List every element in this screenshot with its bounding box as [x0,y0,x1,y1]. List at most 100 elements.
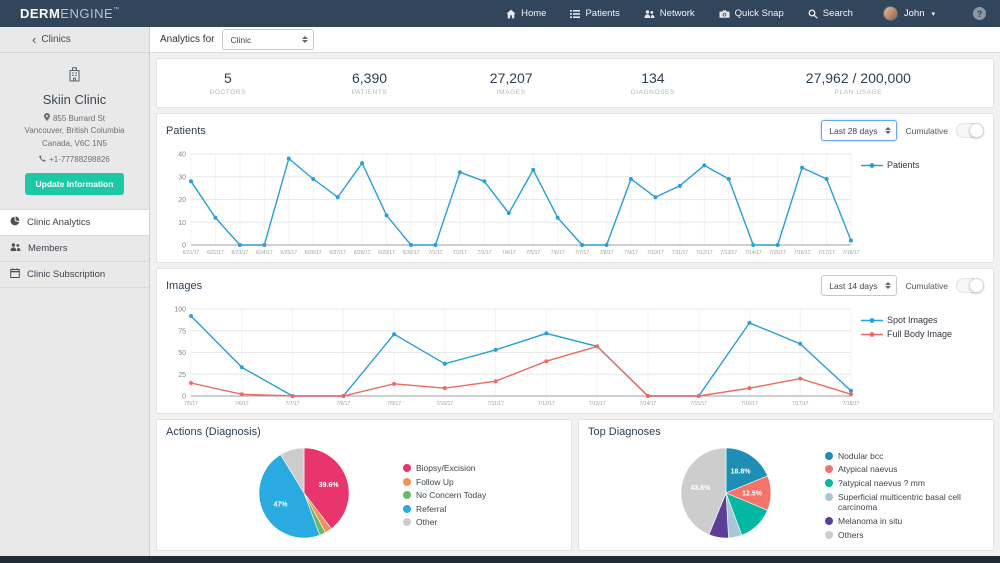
legend-item[interactable]: Melanoma in situ [825,516,993,527]
brand-logo[interactable]: DERM ENGINE ™ [20,6,120,21]
main-area: Analytics for Clinic 5 DOCTORS 6,390 PAT… [150,27,1000,563]
legend-item[interactable]: Spot Images [861,315,983,325]
pie-percent-label: 39.6% [319,482,340,489]
data-point [341,394,346,398]
home-icon [506,9,516,19]
nav-item-home[interactable]: Home [506,8,546,19]
clinic-phone: +1-77788298826 [0,155,149,164]
legend-item[interactable]: Atypical naevus [825,464,993,475]
data-point [849,238,853,243]
data-point [531,167,536,172]
quick-snap-icon [719,9,730,19]
svg-text:7/1/17: 7/1/17 [428,250,442,256]
nav-item-network[interactable]: Network [644,8,695,19]
nav-label-patients: Patients [585,8,620,19]
svg-text:6/24/17: 6/24/17 [256,250,273,256]
data-point [457,170,462,175]
sidebar-item-clinic-analytics[interactable]: Clinic Analytics [0,209,149,236]
svg-text:7/12/17: 7/12/17 [538,401,555,407]
svg-text:6/28/17: 6/28/17 [354,250,371,256]
pie-percent-label: 12.5% [742,490,763,497]
sidebar-item-clinic-subscription[interactable]: Clinic Subscription [0,261,149,289]
svg-text:20: 20 [178,197,186,204]
svg-text:7/17/17: 7/17/17 [818,250,835,256]
stat-plan-usage-label: PLAN USAGE [834,89,883,96]
scope-select[interactable]: Clinic [222,29,315,50]
svg-text:6/26/17: 6/26/17 [305,250,322,256]
data-point [290,394,295,398]
images-range-select[interactable]: Last 14 days [821,275,898,296]
svg-text:6/25/17: 6/25/17 [280,250,297,256]
data-point [189,313,193,318]
user-menu[interactable]: John ▾ [882,6,935,21]
analytics-toolbar: Analytics for Clinic [150,27,1000,53]
svg-text:7/18/17: 7/18/17 [843,401,860,407]
nav-item-patients[interactable]: Patients [570,8,620,19]
svg-text:7/16/17: 7/16/17 [741,401,758,407]
svg-text:6/23/17: 6/23/17 [232,250,249,256]
svg-text:7/16/17: 7/16/17 [794,250,811,256]
svg-text:0: 0 [182,243,186,250]
legend-item[interactable]: Follow Up [403,477,486,488]
svg-text:7/4/17: 7/4/17 [502,250,516,256]
nav-item-search[interactable]: Search [808,8,853,19]
legend-item[interactable]: Superficial multicentric basal cell carc… [825,492,993,513]
legend-label: Others [838,529,864,540]
patients-range-select[interactable]: Last 28 days [821,120,898,141]
brand-bold: DERM [20,6,61,21]
data-point [824,177,829,182]
patients-cumulative-toggle[interactable] [956,123,984,138]
data-point [747,320,752,325]
legend-item[interactable]: Other [403,517,486,528]
stat-diagnoses: 134 DIAGNOSES [582,70,724,96]
data-point [335,195,340,200]
legend-marker-icon [861,331,883,337]
chevron-down-icon: ▾ [931,10,935,18]
legend-item[interactable]: Full Body Image [861,329,983,339]
svg-text:7/13/17: 7/13/17 [720,250,737,256]
back-to-clinics-link[interactable]: ‹ Clinics [0,27,149,53]
data-point [482,179,487,184]
chevron-left-icon: ‹ [32,32,37,47]
stat-doctors-label: DOCTORS [209,89,247,96]
sidebar-item-members[interactable]: Members [0,235,149,261]
legend-item[interactable]: ?atypical naevus ? mm [825,478,993,489]
legend-dot-icon [403,504,411,513]
data-point [544,331,549,336]
legend-item[interactable]: Patients [861,160,983,170]
legend-item[interactable]: No Concern Today [403,490,486,501]
data-point [384,213,389,218]
svg-text:7/13/17: 7/13/17 [589,401,606,407]
svg-text:7/6/17: 7/6/17 [235,401,249,407]
stat-diagnoses-value: 134 [641,70,665,86]
user-name: John [903,8,925,19]
legend-item[interactable]: Biopsy/Excision [403,463,486,474]
pie-slice [303,447,350,530]
data-point [604,243,609,247]
top-navbar: DERM ENGINE ™ Home Patients Network Quic… [0,0,1000,27]
legend-label: Follow Up [416,476,454,487]
legend-label: Biopsy/Excision [416,462,476,473]
bottom-bar [0,556,1000,563]
svg-text:50: 50 [178,350,186,357]
sidebar: ‹ Clinics Skiin Clinic 855 Burrard St Va… [0,27,150,563]
legend-item[interactable]: Referral [403,504,486,515]
legend-item[interactable]: Nodular bcc [825,451,993,462]
nav-label-quick-snap: Quick Snap [734,8,784,19]
data-point [409,243,413,247]
images-line-svg: 7/5/17 7/6/17 7/7/17 7/8/17 7/9/17 7/10/17 7/1… [174,307,860,408]
update-information-button[interactable]: Update Information [24,173,125,196]
data-point [213,215,218,220]
nav-item-quick-snap[interactable]: Quick Snap [719,8,784,19]
images-cumulative-toggle[interactable] [956,278,984,293]
svg-text:7/7/17: 7/7/17 [575,250,589,256]
svg-text:7/14/17: 7/14/17 [745,250,762,256]
select-caret-icon [885,124,891,137]
help-icon[interactable]: ? [973,7,986,20]
svg-text:6/29/17: 6/29/17 [378,250,395,256]
legend-marker-icon [861,162,883,168]
nav-menu: Home Patients Network Quick Snap Search … [506,6,986,21]
svg-text:6/21/17: 6/21/17 [183,250,200,256]
legend-item[interactable]: Others [825,530,993,541]
svg-text:7/15/17: 7/15/17 [690,401,707,407]
